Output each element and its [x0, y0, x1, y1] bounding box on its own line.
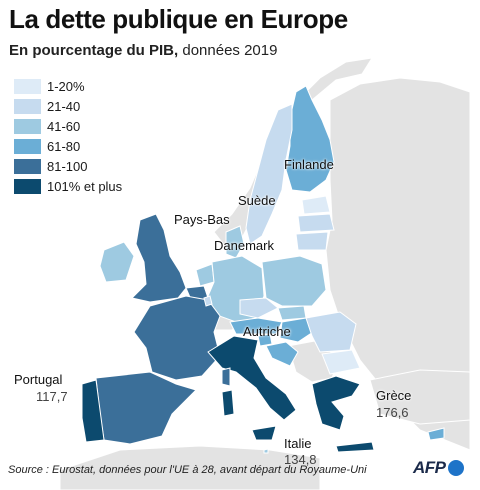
label-italie: Italie: [284, 436, 312, 451]
lithuania-shape: [295, 231, 329, 251]
label-suede: Suède: [238, 193, 276, 208]
portugal-shape: [81, 379, 105, 443]
poland-shape: [261, 255, 327, 307]
crete-shape: [335, 441, 375, 453]
hungary-shape: [279, 317, 317, 343]
legend-swatch: [14, 178, 41, 194]
value-portugal: 117,7: [36, 389, 68, 404]
legend: 1-20% 21-40 41-60 61-80 81-100 101% et p…: [14, 76, 122, 196]
cyprus-shape: [427, 427, 445, 441]
legend-row: 1-20%: [14, 76, 122, 96]
ireland-shape: [99, 241, 135, 283]
latvia-shape: [297, 213, 335, 233]
legend-label: 81-100: [47, 158, 88, 174]
sweden-shape: [245, 103, 293, 245]
label-pays-bas: Pays-Bas: [174, 212, 230, 227]
label-portugal: Portugal: [14, 372, 63, 387]
estonia-shape: [301, 195, 331, 215]
turkey-region: [369, 369, 471, 425]
afp-logo: AFP: [413, 458, 464, 478]
spain-shape: [95, 371, 197, 445]
value-grece: 176,6: [376, 405, 409, 420]
legend-label: 61-80: [47, 138, 81, 154]
label-danemark: Danemark: [214, 238, 274, 253]
czechia-shape: [239, 297, 279, 319]
afp-logo-text: AFP: [413, 458, 446, 477]
legend-swatch: [14, 118, 41, 134]
label-finlande: Finlande: [284, 157, 334, 172]
slovakia-shape: [277, 305, 307, 321]
legend-swatch: [14, 158, 41, 174]
legend-label: 101% et plus: [47, 178, 123, 194]
legend-label: 1-20%: [47, 78, 85, 94]
legend-row: 41-60: [14, 116, 122, 136]
slovenia-shape: [257, 333, 273, 347]
label-grece: Grèce: [376, 388, 412, 403]
legend-label: 21-40: [47, 98, 81, 114]
malta-shape: [263, 448, 269, 454]
netherlands-shape: [195, 263, 215, 287]
legend-swatch: [14, 138, 41, 154]
sardinia-shape: [221, 389, 235, 417]
legend-swatch: [14, 98, 41, 114]
legend-row: 81-100: [14, 156, 122, 176]
italy-shape: [207, 335, 297, 421]
subtitle-rest: données 2019: [178, 42, 278, 59]
luxembourg-shape: [203, 295, 213, 307]
legend-row: 101% et plus: [14, 176, 122, 196]
finland-shape: [285, 85, 335, 193]
france-shape: [133, 295, 221, 381]
sicily-shape: [251, 425, 277, 441]
afp-dot-icon: [447, 460, 464, 476]
croatia-shape: [265, 341, 299, 367]
corsica-shape: [221, 367, 231, 387]
north-africa-region: [59, 445, 321, 490]
legend-swatch: [14, 78, 41, 94]
label-autriche: Autriche: [243, 324, 291, 339]
legend-label: 41-60: [47, 118, 81, 134]
page-title: La dette publique en Europe: [9, 4, 348, 34]
greece-shape: [311, 375, 361, 431]
source-note: Source : Eurostat, données pour l'UE à 2…: [8, 464, 367, 476]
austria-shape: [229, 317, 283, 335]
bulgaria-shape: [321, 349, 361, 375]
legend-row: 61-80: [14, 136, 122, 156]
legend-row: 21-40: [14, 96, 122, 116]
uk-shape: [131, 213, 187, 303]
subtitle-bold: En pourcentage du PIB,: [9, 42, 179, 59]
denmark-shape: [225, 225, 245, 259]
page-subtitle: En pourcentage du PIB, données 2019: [9, 42, 277, 59]
value-italie: 134,8: [284, 452, 317, 467]
